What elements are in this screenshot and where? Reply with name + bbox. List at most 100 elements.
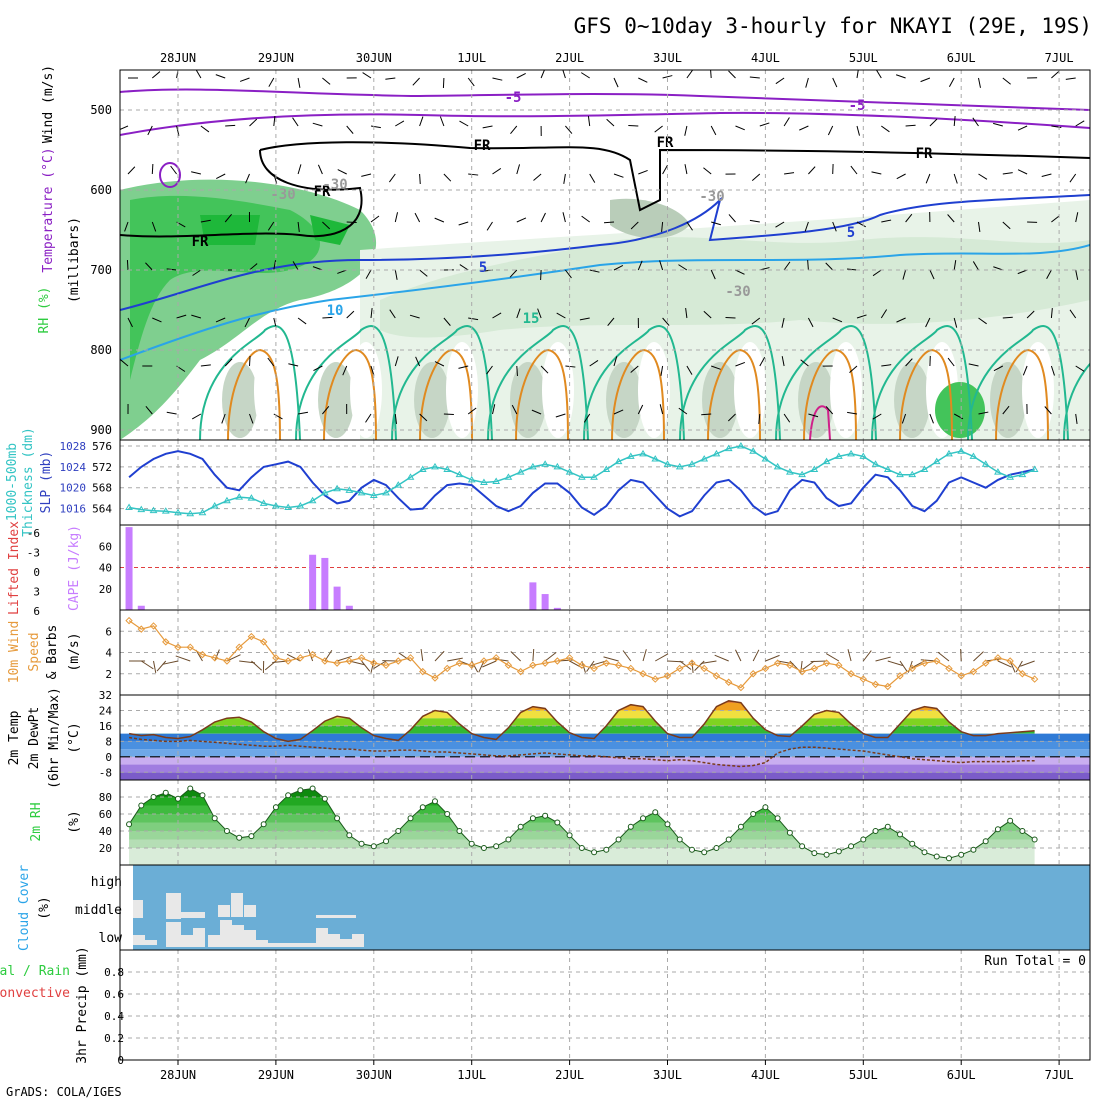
pressure-tick-label: 700 <box>90 263 112 277</box>
wind-barb <box>215 74 226 79</box>
wind-barb <box>1015 660 1023 673</box>
wind-speed-marker <box>247 632 256 641</box>
rh-region <box>380 237 1090 338</box>
wind-barb <box>856 125 860 136</box>
wind-speed-marker <box>235 643 243 651</box>
wind-barb <box>244 317 250 328</box>
wind-barb <box>727 413 736 422</box>
footer-credit: GrADS: COLA/IGES <box>6 1085 122 1099</box>
rh-region <box>610 198 690 239</box>
wind-barb <box>153 660 157 673</box>
wind-barb <box>170 165 178 175</box>
date-tick-label-top: 30JUN <box>356 51 392 65</box>
wind-barb <box>482 125 493 129</box>
wind-barb <box>1051 215 1060 223</box>
wind-barb <box>659 260 664 271</box>
wind-barb <box>606 118 615 127</box>
date-tick-label-top: 2JUL <box>555 51 584 65</box>
thickness-marker <box>822 457 831 465</box>
wind-speed-marker <box>467 661 476 669</box>
wind-barb <box>686 221 693 231</box>
wind-barb <box>784 172 795 175</box>
wind-barb <box>872 413 882 420</box>
wind-barb <box>312 266 323 271</box>
cape-bar <box>321 557 329 610</box>
wind-barb <box>1050 365 1055 376</box>
wind-barb <box>685 308 688 319</box>
wind-speed-marker <box>590 664 598 673</box>
temp-contour-15 <box>391 325 493 440</box>
wind-barb <box>993 122 1003 127</box>
wind-speed-marker <box>431 674 439 682</box>
thickness-tick-label: 572 <box>92 461 112 474</box>
rh-region <box>414 362 450 438</box>
wind-barb <box>807 259 809 271</box>
wind-barb <box>346 125 354 134</box>
thickness-tick-label: 576 <box>92 440 112 453</box>
wind-barb <box>825 406 834 415</box>
wind-barb <box>613 77 619 88</box>
wind-barb <box>251 660 263 671</box>
thickness-marker <box>871 460 880 467</box>
rh-band <box>129 839 1035 848</box>
wind-speed-marker <box>480 657 488 665</box>
wind-barb <box>482 660 497 668</box>
wind-barb <box>808 413 819 418</box>
rh-marker <box>150 794 157 800</box>
contour-label: 5 <box>479 260 487 276</box>
wind-barb <box>216 173 226 179</box>
wind-barb <box>562 212 566 223</box>
wind-speed-marker <box>602 659 611 667</box>
temp-contour-25 <box>809 405 831 440</box>
wind-speed-marker <box>492 654 500 662</box>
rh-band <box>129 848 1035 865</box>
rh-marker <box>652 809 659 816</box>
thickness-marker <box>296 501 305 509</box>
wind-barb <box>195 70 202 79</box>
precip-tick-label: 0.6 <box>104 988 124 1001</box>
wind-barb <box>337 269 347 274</box>
panel-cloud: high middle low Cloud Cover (%) <box>17 864 1091 951</box>
wind-barb <box>365 269 372 279</box>
wind-barb <box>273 413 283 420</box>
wind-speed-marker <box>969 667 978 676</box>
thickness-marker <box>663 460 672 467</box>
thickness-marker <box>932 457 941 465</box>
thickness-marker <box>737 442 745 449</box>
thickness-marker <box>394 481 403 488</box>
wind-barb <box>191 171 202 175</box>
rh-marker <box>383 838 390 845</box>
rh-region <box>702 362 738 438</box>
wind-barb <box>394 269 398 280</box>
wind-barb <box>925 173 931 184</box>
wind-barb <box>678 407 688 415</box>
rh-region <box>734 342 766 438</box>
wind-barb <box>802 660 815 670</box>
contour-label: FR <box>192 234 209 250</box>
cloud-block <box>181 935 193 947</box>
wind-barb <box>565 125 573 134</box>
temp-band <box>129 718 1035 726</box>
wind-barb <box>176 314 187 319</box>
temp-band <box>120 733 1090 742</box>
rh-region <box>638 342 670 438</box>
panel-frame <box>119 949 1091 1061</box>
thickness-marker <box>137 505 146 513</box>
wind-barb <box>1002 405 1010 415</box>
temp-contour-freezing <box>259 141 1090 212</box>
wind-speed-marker <box>639 670 647 678</box>
wind-barb <box>613 356 618 367</box>
wind-barb <box>152 317 162 323</box>
wind-barb <box>825 653 840 662</box>
wind-speed-marker <box>933 657 941 665</box>
wind-barb <box>978 411 989 415</box>
rh-region <box>935 382 985 438</box>
rh-marker <box>664 821 671 828</box>
thickness-marker <box>161 507 170 514</box>
slp-tick-label: 1020 <box>60 482 87 495</box>
wind-barb <box>459 264 469 271</box>
wind-barb <box>880 309 888 319</box>
wind-speed-marker <box>773 659 782 667</box>
